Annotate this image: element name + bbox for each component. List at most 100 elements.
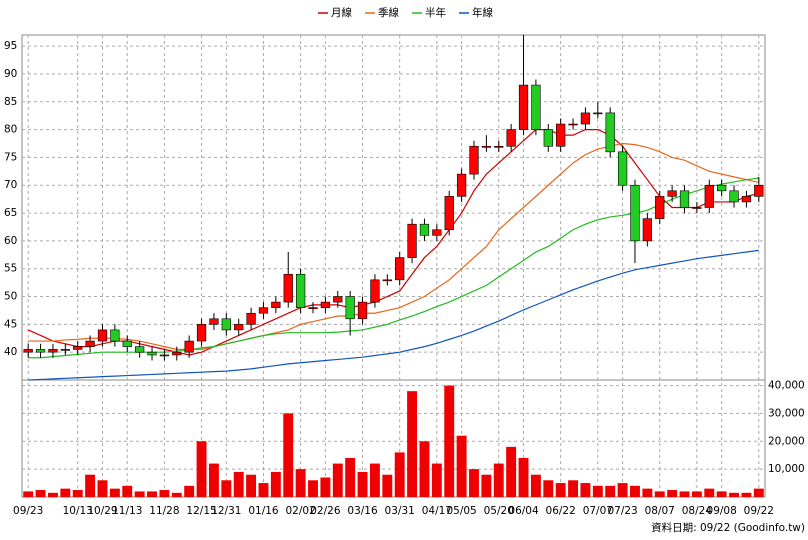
volume-tick-label: 30,000 bbox=[768, 407, 805, 419]
legend-label: 半年 bbox=[425, 6, 446, 19]
x-tick-label: 05/20 bbox=[484, 505, 514, 517]
candle-body bbox=[494, 145, 504, 148]
candle-body bbox=[679, 190, 690, 208]
candle-body bbox=[642, 218, 652, 242]
y-tick-label: 95 bbox=[4, 40, 17, 52]
candle-body bbox=[73, 346, 83, 350]
x-tick-label: 10/13 bbox=[63, 505, 93, 517]
volume-bar bbox=[109, 488, 120, 497]
volume-tick-label: 20,000 bbox=[768, 435, 805, 447]
volume-tick-label: 40,000 bbox=[768, 380, 805, 392]
x-tick-label: 07/23 bbox=[607, 505, 637, 517]
y-tick-label: 45 bbox=[4, 318, 17, 330]
candle-body bbox=[221, 318, 231, 331]
candle-body bbox=[308, 307, 318, 309]
candle-body bbox=[605, 112, 615, 153]
y-tick-label: 60 bbox=[4, 235, 17, 247]
volume-bar bbox=[221, 480, 232, 497]
x-tick-label: 09/22 bbox=[744, 505, 774, 517]
y-tick-label: 55 bbox=[4, 263, 17, 275]
volume-bar bbox=[704, 488, 715, 497]
x-tick-label: 05/05 bbox=[446, 505, 476, 517]
volume-bar bbox=[642, 488, 653, 497]
candle-body bbox=[704, 184, 714, 208]
x-tick-label: 03/16 bbox=[347, 505, 378, 517]
candle-body bbox=[518, 84, 529, 130]
ma-line bbox=[28, 142, 759, 350]
y-tick-label: 85 bbox=[4, 96, 17, 108]
ma-line bbox=[27, 128, 759, 356]
candle-body bbox=[246, 312, 256, 325]
volume-bar bbox=[171, 492, 182, 497]
candle-body bbox=[531, 84, 541, 130]
candle-body bbox=[667, 190, 677, 197]
volume-bar bbox=[147, 491, 157, 497]
y-tick-label: 80 bbox=[4, 124, 17, 136]
volume-bar bbox=[679, 491, 690, 497]
volume-bar bbox=[407, 391, 418, 497]
candle-body bbox=[481, 145, 492, 148]
candle-body bbox=[506, 129, 516, 147]
ma-line bbox=[28, 249, 759, 381]
candle-body bbox=[593, 112, 603, 115]
volume-bar bbox=[233, 471, 244, 497]
volume-bar bbox=[159, 490, 170, 497]
legend-label: 月線 bbox=[331, 6, 352, 19]
candle-body bbox=[184, 340, 194, 353]
volume-bar bbox=[308, 480, 318, 497]
volume-bar bbox=[332, 463, 343, 497]
volume-bar bbox=[469, 469, 479, 497]
volume-bar bbox=[208, 463, 219, 497]
volume-bar bbox=[382, 474, 393, 497]
candle-body bbox=[469, 145, 479, 175]
y-tick-label: 65 bbox=[4, 207, 17, 219]
candle-body bbox=[543, 129, 553, 147]
candle-body bbox=[196, 324, 207, 342]
volume-bar bbox=[85, 474, 96, 497]
candle-body bbox=[556, 123, 566, 147]
plot-frame bbox=[21, 34, 766, 498]
volume-bar bbox=[691, 491, 702, 497]
candle-body bbox=[617, 151, 628, 186]
volume-bar bbox=[97, 480, 108, 497]
candle-body bbox=[283, 273, 293, 303]
volume-bar bbox=[729, 492, 739, 497]
y-tick-label: 75 bbox=[4, 151, 17, 163]
volume-bar bbox=[283, 413, 294, 497]
volume-bar bbox=[506, 446, 517, 497]
volume-bar bbox=[72, 490, 83, 497]
x-tick-label: 08/07 bbox=[645, 505, 675, 517]
volume-bar bbox=[530, 474, 541, 497]
x-tick-label: 02/02 bbox=[285, 505, 315, 517]
y-tick-label: 90 bbox=[4, 68, 17, 80]
x-tick-label: 10/29 bbox=[87, 505, 117, 517]
volume-bar bbox=[295, 469, 306, 497]
x-tick-label: 09/08 bbox=[707, 505, 737, 517]
x-tick-label: 03/31 bbox=[385, 505, 415, 517]
x-tick-label: 01/16 bbox=[248, 505, 279, 517]
volume-bar bbox=[568, 480, 579, 497]
volume-bar bbox=[419, 441, 430, 497]
volume-bar bbox=[345, 458, 356, 497]
x-tick-label: 02/26 bbox=[310, 505, 341, 517]
candle-body bbox=[35, 349, 46, 353]
volume-bar bbox=[35, 490, 46, 497]
x-tick-label: 09/23 bbox=[13, 505, 43, 517]
candle-body bbox=[692, 207, 702, 209]
candle-body bbox=[172, 351, 182, 356]
x-tick-label: 11/13 bbox=[112, 505, 142, 517]
volume-bar bbox=[753, 488, 764, 497]
candle-body bbox=[407, 223, 417, 258]
x-tick-label: 12/31 bbox=[211, 505, 241, 517]
candle-body bbox=[754, 184, 764, 197]
candle-body bbox=[630, 184, 640, 242]
candle-body bbox=[159, 354, 170, 357]
candle-body bbox=[741, 196, 752, 203]
volume-bar bbox=[741, 492, 752, 497]
volume-bar bbox=[270, 471, 281, 497]
candle-body bbox=[580, 112, 591, 125]
volume-bar bbox=[369, 463, 380, 497]
volume-bar bbox=[555, 483, 566, 497]
x-tick-label: 11/28 bbox=[149, 505, 179, 517]
